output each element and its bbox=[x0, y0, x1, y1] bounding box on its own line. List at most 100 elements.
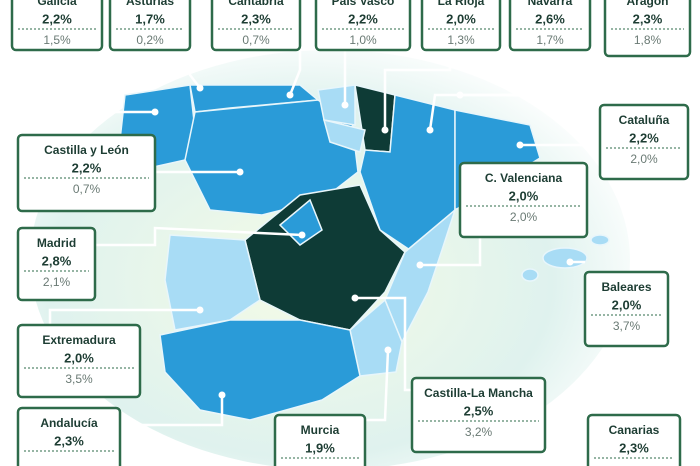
leader-line bbox=[35, 50, 155, 114]
region-value: 2,3% bbox=[54, 433, 84, 448]
box-frame bbox=[410, 376, 547, 454]
region-dot bbox=[196, 306, 204, 314]
region-dot bbox=[341, 101, 349, 109]
menorca-shape bbox=[590, 234, 610, 246]
leader-line bbox=[48, 308, 200, 325]
region-dot bbox=[516, 141, 524, 149]
region-name: País Vasco bbox=[332, 0, 395, 8]
region-previous: 2,1% bbox=[43, 275, 71, 289]
region-dot bbox=[384, 346, 392, 354]
region-value: 2,2% bbox=[42, 11, 72, 26]
region-dot bbox=[196, 84, 204, 92]
region-dot bbox=[218, 391, 226, 399]
region-name: Baleares bbox=[601, 280, 651, 294]
region-name: Canarias bbox=[609, 423, 660, 437]
box-frame bbox=[420, 0, 502, 52]
region-previous: 3,7% bbox=[613, 319, 641, 333]
region-previous: 1,0% bbox=[349, 33, 377, 47]
region-name: Castilla y León bbox=[44, 143, 129, 157]
andalucia-shape bbox=[159, 319, 361, 421]
leader-line bbox=[188, 50, 201, 89]
region-box: Castilla-La Mancha 2,5% 3,2% bbox=[410, 376, 547, 454]
region-name: Extremadura bbox=[42, 333, 116, 347]
region-box: Canarias 2,3% bbox=[586, 413, 682, 466]
region-name: Asturias bbox=[126, 0, 174, 8]
box-frame bbox=[16, 133, 157, 213]
region-value: 2,0% bbox=[612, 297, 642, 312]
region-dot bbox=[381, 126, 389, 134]
region-dot bbox=[416, 261, 424, 269]
region-previous: 2,0% bbox=[630, 152, 658, 166]
region-box: La Rioja 2,0% 1,3% bbox=[420, 0, 502, 52]
region-value: 2,0% bbox=[446, 11, 476, 26]
region-previous: 3,5% bbox=[65, 372, 93, 386]
leader-line bbox=[288, 50, 302, 96]
box-frame bbox=[273, 413, 367, 466]
ibiza-shape bbox=[521, 268, 539, 282]
region-previous: 0,7% bbox=[242, 33, 270, 47]
region-value: 1,7% bbox=[135, 11, 165, 26]
box-frame bbox=[508, 0, 592, 52]
box-frame bbox=[314, 0, 412, 52]
region-name: La Rioja bbox=[438, 0, 485, 8]
region-name: C. Valenciana bbox=[485, 171, 563, 185]
box-frame bbox=[10, 0, 104, 52]
leader-line bbox=[420, 237, 482, 267]
region-value: 2,2% bbox=[629, 130, 659, 145]
leader-line bbox=[120, 395, 224, 427]
region-value: 2,5% bbox=[464, 403, 494, 418]
region-box: Castilla y León 2,2% 0,7% bbox=[16, 133, 157, 213]
region-box: Cantabria 2,3% 0,7% bbox=[210, 0, 302, 52]
region-box: Madrid 2,8% 2,1% bbox=[16, 226, 97, 302]
box-frame bbox=[586, 413, 682, 466]
region-value: 2,3% bbox=[241, 11, 271, 26]
region-previous: 0,2% bbox=[136, 33, 164, 47]
region-previous: 3,2% bbox=[465, 425, 493, 439]
region-dot bbox=[426, 126, 434, 134]
region-name: Castilla-La Mancha bbox=[424, 386, 533, 400]
region-dot bbox=[351, 294, 359, 302]
rioja-shape bbox=[322, 118, 366, 153]
region-box: Cataluña 2,2% 2,0% bbox=[598, 103, 690, 181]
region-box: Galicia 2,2% 1,5% bbox=[10, 0, 104, 52]
region-dot bbox=[151, 108, 159, 116]
leader-line bbox=[460, 28, 605, 97]
pais-vasco-shape bbox=[317, 84, 356, 126]
region-dot bbox=[286, 91, 294, 99]
region-value: 2,2% bbox=[348, 11, 378, 26]
box-frame bbox=[16, 323, 142, 399]
box-frame bbox=[583, 270, 670, 348]
region-name: Murcia bbox=[301, 423, 340, 437]
leader-line bbox=[95, 226, 303, 247]
box-frame bbox=[598, 103, 690, 181]
region-previous: 1,5% bbox=[43, 33, 71, 47]
box-frame bbox=[16, 406, 122, 466]
region-box: Andalucía 2,3% bbox=[16, 406, 122, 466]
region-previous: 2,0% bbox=[510, 210, 538, 224]
region-previous: 1,8% bbox=[634, 33, 662, 47]
region-previous: 1,3% bbox=[447, 33, 475, 47]
region-name: Navarra bbox=[528, 0, 573, 8]
box-frame bbox=[210, 0, 302, 52]
box-frame bbox=[108, 0, 192, 52]
region-dot bbox=[298, 231, 306, 239]
region-box: Aragón 2,3% 1,8% bbox=[603, 0, 692, 58]
mallorca-shape bbox=[542, 247, 588, 269]
region-name: Cantabria bbox=[228, 0, 284, 8]
region-box: Murcia 1,9% bbox=[273, 413, 367, 466]
region-value: 2,2% bbox=[72, 160, 102, 175]
region-box: Asturias 1,7% 0,2% bbox=[108, 0, 192, 52]
region-name: Galicia bbox=[37, 0, 77, 8]
region-value: 2,0% bbox=[509, 188, 539, 203]
region-value: 2,8% bbox=[42, 253, 72, 268]
region-value: 2,3% bbox=[633, 11, 663, 26]
box-frame bbox=[16, 226, 97, 302]
box-frame bbox=[458, 161, 589, 239]
region-box: País Vasco 2,2% 1,0% bbox=[314, 0, 412, 52]
region-name: Cataluña bbox=[619, 113, 670, 127]
region-value: 2,6% bbox=[535, 11, 565, 26]
region-name: Madrid bbox=[37, 236, 76, 250]
region-value: 2,0% bbox=[64, 350, 94, 365]
leader-line bbox=[365, 349, 390, 422]
leader-line bbox=[355, 296, 412, 392]
